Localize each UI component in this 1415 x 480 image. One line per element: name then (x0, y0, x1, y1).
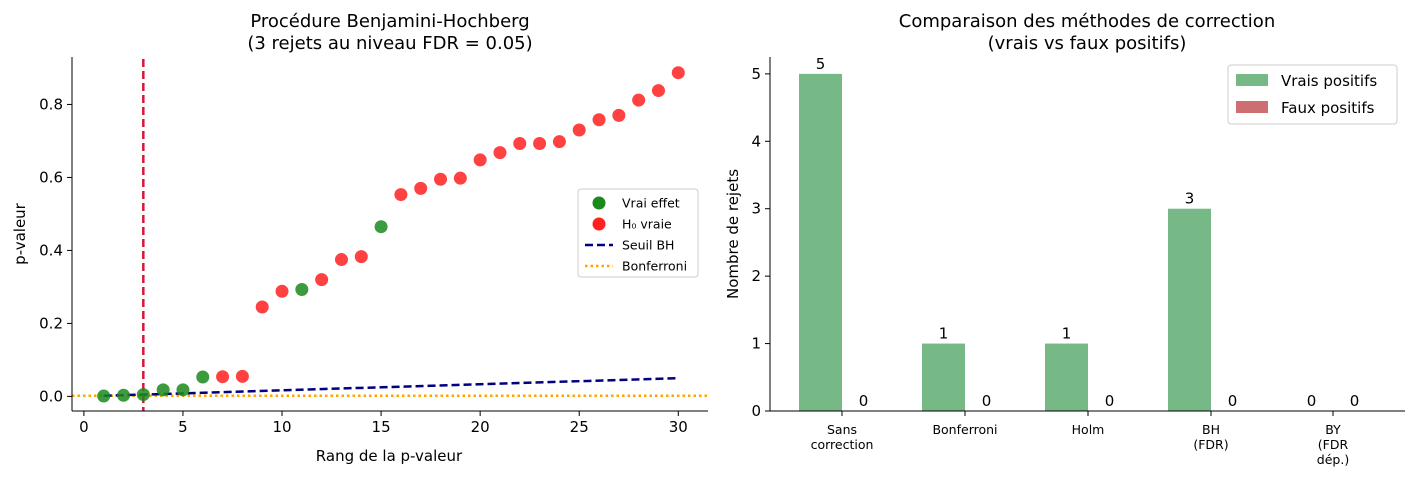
bar-value-label: 0 (1228, 392, 1238, 410)
bar-value-label: 0 (859, 392, 869, 410)
chart1-x-tick-label: 15 (372, 418, 391, 436)
point-h0-vraie (651, 84, 665, 98)
chart1-x-tick-label: 25 (570, 418, 589, 436)
legend-marker-h0-vraie (592, 217, 606, 231)
point-h0-vraie (632, 93, 646, 107)
chart2-y-tick-label: 0 (751, 402, 761, 420)
category-label: dép.) (1317, 452, 1349, 467)
bar-value-label: 0 (1350, 392, 1360, 410)
point-h0-vraie (473, 153, 487, 167)
legend-marker-vrai-effet (592, 196, 606, 210)
legend-swatch-vrais-positifs (1236, 74, 1268, 86)
chart1-legend-frame (577, 188, 699, 278)
legend-swatch-faux-positifs (1236, 101, 1268, 113)
chart1-x-tick-label: 5 (178, 418, 188, 436)
chart1-x-tick-label: 20 (471, 418, 490, 436)
legend-label-faux-positifs: Faux positifs (1281, 99, 1375, 117)
legend-label-seuil-bh: Seuil BH (622, 238, 674, 253)
category-label: Holm (1072, 422, 1105, 437)
bar-value-label: 1 (1062, 325, 1072, 343)
chart1-title-line2: (3 rejets au niveau FDR = 0.05) (247, 33, 532, 54)
point-h0-vraie (592, 113, 606, 127)
point-h0-vraie (414, 181, 428, 195)
point-h0-vraie (394, 188, 408, 202)
bar-value-label: 3 (1185, 190, 1195, 208)
chart1-x-tick-label: 30 (669, 418, 688, 436)
point-vrai-effet (97, 389, 111, 403)
legend-label-vrais-positifs: Vrais positifs (1281, 72, 1377, 90)
chart2-title-line2: (vrais vs faux positifs) (988, 33, 1187, 54)
point-vrai-effet (117, 388, 131, 402)
bh-scatter-chart: Procédure Benjamini-Hochberg (3 rejets a… (11, 11, 708, 465)
chart2-y-tick-label: 2 (751, 267, 761, 285)
legend-label-h0-vraie: H₀ vraie (622, 217, 672, 232)
point-vrai-effet (136, 388, 150, 402)
point-h0-vraie (612, 108, 626, 122)
methods-bar-chart: Comparaison des méthodes de correction (… (724, 11, 1405, 467)
category-label: (FDR) (1193, 437, 1228, 452)
point-h0-vraie (315, 273, 329, 287)
point-h0-vraie (513, 136, 527, 150)
bar-vrais-positifs (1168, 208, 1211, 411)
chart1-x-tick-label: 0 (79, 418, 89, 436)
bar-vrais-positifs (1045, 343, 1088, 411)
category-label: Sans (827, 422, 857, 437)
chart2-title-line1: Comparaison des méthodes de correction (899, 11, 1275, 32)
chart2-y-tick-label: 4 (751, 132, 761, 150)
chart2-legend: Vrais positifs Faux positifs (1227, 64, 1398, 125)
chart1-legend: Vrai effet H₀ vraie Seuil BH Bonferroni (577, 188, 699, 278)
point-h0-vraie (493, 146, 507, 160)
bar-vrais-positifs (922, 343, 965, 411)
category-label: BY (1325, 422, 1341, 437)
point-vrai-effet (156, 383, 170, 397)
bar-vrais-positifs (799, 73, 842, 411)
point-h0-vraie (216, 370, 230, 384)
bh-threshold-line (103, 376, 679, 398)
chart1-y-tick-label: 0.8 (39, 95, 63, 113)
point-h0-vraie (533, 136, 547, 150)
bar-value-label: 0 (1105, 392, 1115, 410)
point-h0-vraie (671, 66, 685, 80)
chart2-y-tick-label: 5 (751, 65, 761, 83)
chart2-y-axis-label: Nombre de rejets (724, 169, 742, 299)
point-h0-vraie (572, 123, 586, 137)
category-label: Bonferroni (932, 422, 997, 437)
chart2-legend-frame (1227, 64, 1398, 125)
bar-value-label: 1 (939, 325, 949, 343)
bar-value-label: 0 (1307, 392, 1317, 410)
point-vrai-effet (196, 370, 210, 384)
chart1-y-tick-label: 0.0 (39, 387, 63, 405)
bar-value-label: 0 (982, 392, 992, 410)
legend-label-bonferroni: Bonferroni (622, 259, 687, 274)
point-h0-vraie (255, 300, 269, 314)
category-label: (FDR (1318, 437, 1349, 452)
point-h0-vraie (354, 250, 368, 264)
point-vrai-effet (374, 220, 388, 234)
chart2-y-tick-label: 3 (751, 200, 761, 218)
chart1-y-tick-label: 0.4 (39, 241, 63, 259)
chart1-x-tick-label: 10 (272, 418, 291, 436)
chart1-x-axis-label: Rang de la p-valeur (316, 447, 463, 465)
category-label: correction (811, 437, 874, 452)
legend-label-vrai-effet: Vrai effet (622, 196, 680, 211)
point-h0-vraie (552, 135, 566, 149)
point-h0-vraie (334, 253, 348, 267)
point-h0-vraie (434, 172, 448, 186)
bar-value-label: 5 (816, 55, 826, 73)
point-h0-vraie (275, 284, 289, 298)
chart2-y-tick-label: 1 (751, 335, 761, 353)
chart1-title-line1: Procédure Benjamini-Hochberg (250, 11, 529, 32)
point-h0-vraie (235, 369, 249, 383)
chart1-y-axis-label: p-valeur (11, 202, 29, 265)
category-label: BH (1202, 422, 1220, 437)
point-vrai-effet (176, 383, 190, 397)
point-h0-vraie (453, 171, 467, 185)
chart1-y-tick-label: 0.6 (39, 168, 63, 186)
chart1-y-tick-label: 0.2 (39, 314, 63, 332)
point-vrai-effet (295, 282, 309, 296)
